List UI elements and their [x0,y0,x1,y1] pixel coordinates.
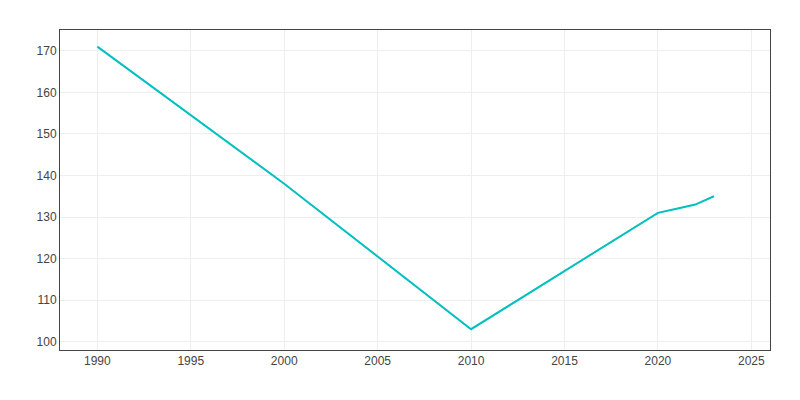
svg-text:1990: 1990 [84,354,111,368]
svg-text:110: 110 [37,293,56,307]
svg-text:100: 100 [37,335,57,349]
svg-text:130: 130 [37,210,57,224]
svg-text:2020: 2020 [645,354,672,368]
svg-text:160: 160 [37,86,57,100]
svg-text:150: 150 [37,127,57,141]
svg-text:140: 140 [37,169,57,183]
svg-text:2010: 2010 [458,354,485,368]
svg-text:2005: 2005 [364,354,391,368]
svg-text:120: 120 [37,252,57,266]
svg-text:170: 170 [37,44,57,58]
svg-text:2000: 2000 [271,354,298,368]
svg-text:1995: 1995 [177,354,204,368]
svg-text:2025: 2025 [738,354,765,368]
svg-text:2015: 2015 [551,354,578,368]
